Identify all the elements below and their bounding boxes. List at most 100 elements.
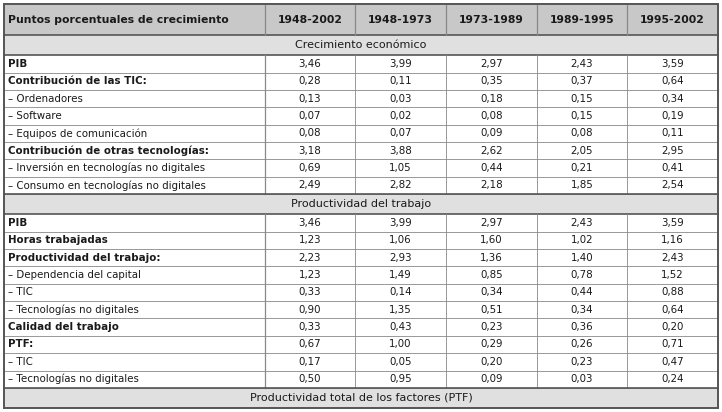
Text: 2,23: 2,23: [299, 253, 321, 262]
Text: 0,09: 0,09: [480, 128, 503, 138]
Text: 0,35: 0,35: [480, 76, 503, 86]
Text: 3,59: 3,59: [661, 59, 684, 69]
Text: 1973-1989: 1973-1989: [459, 14, 523, 25]
Text: 0,13: 0,13: [299, 94, 321, 103]
Bar: [4, 177, 718, 194]
Text: 0,85: 0,85: [480, 270, 503, 280]
Bar: [4, 318, 718, 336]
Bar: [4, 266, 718, 284]
Text: 0,44: 0,44: [570, 288, 593, 297]
Text: – Dependencia del capital: – Dependencia del capital: [8, 270, 141, 280]
Text: 0,08: 0,08: [570, 128, 593, 138]
Text: 0,37: 0,37: [570, 76, 593, 86]
Text: 0,09: 0,09: [480, 374, 503, 384]
Text: 0,17: 0,17: [299, 357, 321, 367]
Text: 0,23: 0,23: [570, 357, 593, 367]
Bar: [4, 159, 718, 177]
Text: 0,24: 0,24: [661, 374, 684, 384]
Text: Horas trabajadas: Horas trabajadas: [8, 235, 108, 245]
Text: 2,95: 2,95: [661, 146, 684, 156]
Bar: [4, 353, 718, 370]
Text: 1,36: 1,36: [480, 253, 503, 262]
Text: 3,99: 3,99: [389, 59, 412, 69]
Text: 0,78: 0,78: [570, 270, 593, 280]
Text: 3,46: 3,46: [299, 218, 321, 228]
Bar: [4, 90, 718, 107]
Text: 0,71: 0,71: [661, 339, 684, 349]
Text: 0,95: 0,95: [389, 374, 412, 384]
Bar: [4, 107, 718, 125]
Text: 0,02: 0,02: [389, 111, 412, 121]
Text: 2,62: 2,62: [480, 146, 503, 156]
Text: 0,11: 0,11: [389, 76, 412, 86]
Bar: [4, 35, 718, 55]
Text: 2,18: 2,18: [480, 180, 503, 190]
Text: 1,23: 1,23: [299, 270, 321, 280]
Text: 0,33: 0,33: [299, 288, 321, 297]
Text: 0,15: 0,15: [570, 111, 593, 121]
Text: 2,97: 2,97: [480, 59, 503, 69]
Text: 1,52: 1,52: [661, 270, 684, 280]
Text: 0,08: 0,08: [480, 111, 503, 121]
Text: 0,90: 0,90: [299, 305, 321, 315]
Text: 1,23: 1,23: [299, 235, 321, 245]
Bar: [4, 73, 718, 90]
Text: 3,18: 3,18: [299, 146, 321, 156]
Text: 0,47: 0,47: [661, 357, 684, 367]
Text: 1,05: 1,05: [389, 163, 412, 173]
Text: 1,06: 1,06: [389, 235, 412, 245]
Text: 0,20: 0,20: [480, 357, 503, 367]
Text: 3,46: 3,46: [299, 59, 321, 69]
Text: 0,03: 0,03: [389, 94, 412, 103]
Text: 2,43: 2,43: [661, 253, 684, 262]
Text: 0,41: 0,41: [661, 163, 684, 173]
Text: 2,05: 2,05: [570, 146, 593, 156]
Text: – Tecnologías no digitales: – Tecnologías no digitales: [8, 304, 139, 315]
Text: 0,18: 0,18: [480, 94, 503, 103]
Text: 0,50: 0,50: [299, 374, 321, 384]
Bar: [4, 142, 718, 159]
Text: 0,11: 0,11: [661, 128, 684, 138]
Text: 3,88: 3,88: [389, 146, 412, 156]
Bar: [4, 194, 718, 214]
Text: Contribución de otras tecnologías:: Contribución de otras tecnologías:: [8, 145, 209, 156]
Text: 0,69: 0,69: [299, 163, 321, 173]
Text: Productividad total de los factores (PTF): Productividad total de los factores (PTF…: [250, 393, 472, 403]
Text: 0,19: 0,19: [661, 111, 684, 121]
Text: Productividad del trabajo:: Productividad del trabajo:: [8, 253, 160, 262]
Text: PIB: PIB: [8, 218, 27, 228]
Text: – Tecnologías no digitales: – Tecnologías no digitales: [8, 374, 139, 384]
Text: 0,08: 0,08: [299, 128, 321, 138]
Bar: [4, 370, 718, 388]
Text: 1,60: 1,60: [480, 235, 503, 245]
Text: 0,23: 0,23: [480, 322, 503, 332]
Text: – Ordenadores: – Ordenadores: [8, 94, 83, 103]
Text: 2,54: 2,54: [661, 180, 684, 190]
Text: PIB: PIB: [8, 59, 27, 69]
Text: 1989-1995: 1989-1995: [549, 14, 614, 25]
Text: – Software: – Software: [8, 111, 62, 121]
Text: 2,43: 2,43: [570, 59, 593, 69]
Text: Productividad del trabajo: Productividad del trabajo: [291, 199, 431, 209]
Text: 0,20: 0,20: [661, 322, 684, 332]
Bar: [4, 4, 718, 35]
Text: – Equipos de comunicación: – Equipos de comunicación: [8, 128, 147, 138]
Text: Calidad del trabajo: Calidad del trabajo: [8, 322, 119, 332]
Text: – TIC: – TIC: [8, 357, 32, 367]
Text: 2,82: 2,82: [389, 180, 412, 190]
Bar: [4, 336, 718, 353]
Bar: [4, 55, 718, 73]
Text: 1995-2002: 1995-2002: [640, 14, 705, 25]
Text: 0,03: 0,03: [570, 374, 593, 384]
Text: PTF:: PTF:: [8, 339, 33, 349]
Bar: [4, 284, 718, 301]
Text: 2,43: 2,43: [570, 218, 593, 228]
Text: 0,34: 0,34: [480, 288, 503, 297]
Text: 2,49: 2,49: [299, 180, 321, 190]
Text: 2,93: 2,93: [389, 253, 412, 262]
Text: 3,59: 3,59: [661, 218, 684, 228]
Text: 1,49: 1,49: [389, 270, 412, 280]
Text: 1,35: 1,35: [389, 305, 412, 315]
Text: 0,67: 0,67: [299, 339, 321, 349]
Text: – Consumo en tecnologías no digitales: – Consumo en tecnologías no digitales: [8, 180, 206, 191]
